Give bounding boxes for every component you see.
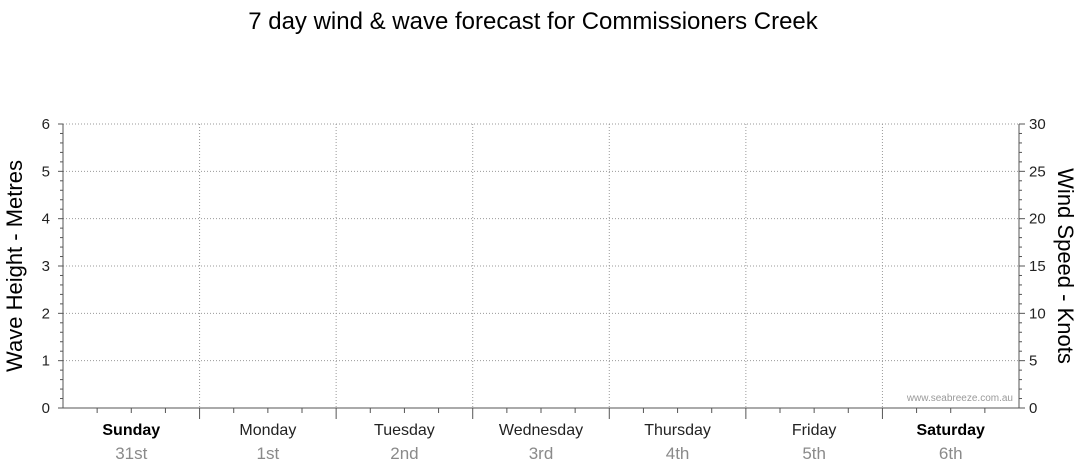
watermark: www.seabreeze.com.au: [906, 393, 1013, 404]
day-date-label: 2nd: [390, 444, 418, 463]
label-layer: 0 1 2 3 4 5 6 0 5 10 15 20 25 30 Sunday 31st Monday 1st Tu…: [42, 116, 1046, 463]
day-name-label: Wednesday: [499, 422, 583, 439]
day-date-label: 4th: [666, 444, 690, 463]
grid-layer: [63, 123, 1019, 408]
chart-title: 7 day wind & wave forecast for Commissio…: [248, 8, 819, 35]
day-date-label: 1st: [257, 444, 280, 463]
left-tick-label: 5: [42, 163, 50, 180]
day-date-label: 5th: [802, 444, 826, 463]
right-tick-label: 5: [1029, 353, 1037, 370]
right-tick-label: 15: [1029, 258, 1046, 275]
left-tick-label: 0: [42, 400, 50, 417]
day-name-label: Saturday: [916, 422, 985, 439]
left-axis-title: Wave Height - Metres: [2, 160, 27, 372]
day-name-label: Friday: [792, 422, 836, 439]
day-name-label: Tuesday: [374, 422, 435, 439]
right-tick-label: 30: [1029, 116, 1046, 133]
day-name-label: Sunday: [102, 422, 160, 439]
day-date-label: 3rd: [529, 444, 554, 463]
right-tick-label: 20: [1029, 211, 1046, 228]
day-date-label: 6th: [939, 444, 963, 463]
left-tick-label: 4: [42, 211, 50, 228]
right-tick-label: 0: [1029, 400, 1037, 417]
right-tick-label: 10: [1029, 305, 1046, 322]
day-name-label: Monday: [239, 422, 296, 439]
left-tick-label: 2: [42, 305, 50, 322]
right-tick-label: 25: [1029, 163, 1046, 180]
left-tick-label: 3: [42, 258, 50, 275]
day-name-label: Thursday: [644, 422, 711, 439]
day-date-label: 31st: [115, 444, 147, 463]
right-axis-title: Wind Speed - Knots: [1053, 168, 1078, 364]
left-tick-label: 6: [42, 116, 50, 133]
left-tick-label: 1: [42, 353, 50, 370]
axis-layer: [58, 123, 1025, 419]
